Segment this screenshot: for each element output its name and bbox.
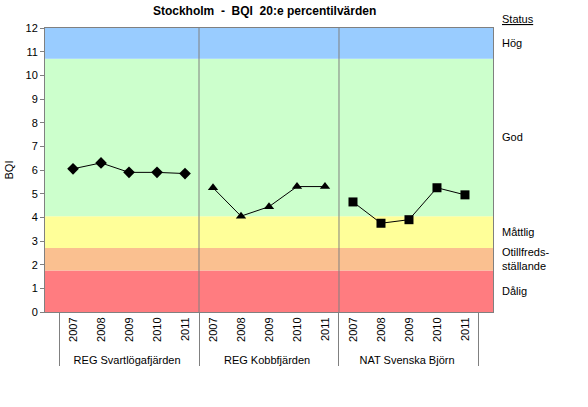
svg-text:11: 11 (26, 46, 37, 58)
svg-text:BQI: BQI (3, 161, 15, 180)
svg-text:REG Kobbfjärden: REG Kobbfjärden (224, 354, 310, 366)
svg-text:10: 10 (26, 69, 38, 81)
svg-text:8: 8 (32, 117, 38, 129)
svg-text:2010: 2010 (151, 317, 163, 341)
svg-text:5: 5 (32, 188, 38, 200)
svg-text:Hög: Hög (502, 37, 522, 49)
svg-text:2010: 2010 (291, 317, 303, 341)
svg-text:12: 12 (26, 22, 38, 34)
svg-text:Måttlig: Måttlig (502, 226, 534, 238)
svg-text:0: 0 (32, 306, 38, 318)
svg-text:2011: 2011 (179, 317, 191, 341)
svg-text:7: 7 (32, 140, 38, 152)
svg-text:3: 3 (32, 235, 38, 247)
svg-text:2010: 2010 (431, 317, 443, 341)
svg-text:4: 4 (32, 211, 38, 223)
svg-text:Stockholm - BQI 20:e percen: Stockholm - BQI 20:e percentilvärden (153, 4, 376, 18)
svg-text:Otillfreds-ställande: Otillfreds-ställande (502, 246, 549, 272)
svg-text:2008: 2008 (235, 317, 247, 341)
svg-text:2009: 2009 (403, 317, 415, 341)
svg-text:Dålig: Dålig (502, 285, 527, 297)
svg-text:God: God (502, 131, 523, 143)
svg-text:REG Svartlögafjärden: REG Svartlögafjärden (74, 354, 181, 366)
svg-text:2007: 2007 (67, 317, 79, 341)
svg-text:NAT Svenska Björn: NAT Svenska Björn (360, 354, 455, 366)
svg-text:6: 6 (32, 164, 38, 176)
svg-text:9: 9 (32, 93, 38, 105)
svg-text:2007: 2007 (207, 317, 219, 341)
svg-text:2011: 2011 (459, 317, 471, 341)
svg-text:2008: 2008 (95, 317, 107, 341)
svg-text:2007: 2007 (347, 317, 359, 341)
svg-text:2008: 2008 (375, 317, 387, 341)
svg-text:Status: Status (502, 13, 534, 25)
svg-text:2009: 2009 (263, 317, 275, 341)
svg-text:2: 2 (32, 259, 38, 271)
svg-text:2011: 2011 (319, 317, 331, 341)
svg-text:2009: 2009 (123, 317, 135, 341)
svg-text:1: 1 (32, 282, 38, 294)
